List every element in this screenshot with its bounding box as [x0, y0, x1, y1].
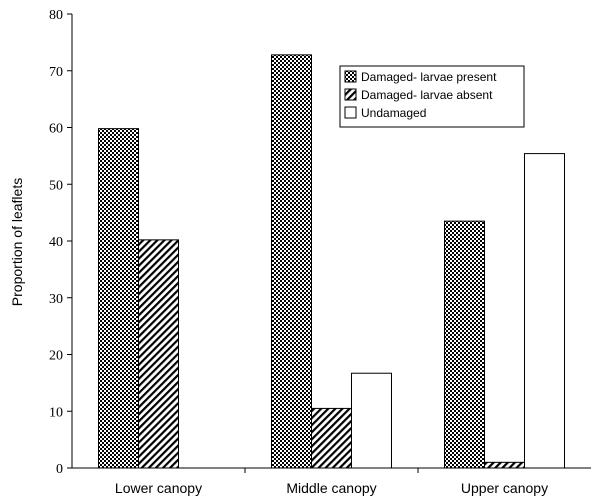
x-tick-label: Lower canopy [115, 480, 202, 496]
bar-diagonal-hatch [311, 407, 352, 469]
legend: Damaged- larvae present Damaged- larvae a… [339, 65, 525, 128]
bar-checkered [444, 220, 485, 469]
legend-swatch-diagonal-hatch [344, 88, 357, 101]
x-axis: Lower canopy Middle canopy Upper canopy [72, 467, 591, 496]
y-tick-label: 30 [49, 292, 63, 307]
legend-label: Damaged- larvae absent [361, 88, 493, 102]
y-axis-title: Proportion of leaflets [9, 178, 25, 306]
y-tick-label: 10 [49, 405, 63, 420]
bar-solid-white [351, 372, 392, 469]
legend-box [339, 65, 525, 128]
y-axis: 0 10 20 30 40 50 60 70 80 [49, 8, 73, 477]
y-tick-label: 50 [49, 178, 63, 193]
x-tick-label: Upper canopy [461, 480, 548, 496]
y-tick-label: 80 [49, 8, 63, 23]
bar-diagonal-hatch [138, 239, 179, 469]
bar-checkered [98, 128, 139, 469]
legend-label: Undamaged [361, 106, 426, 120]
y-tick-label: 40 [49, 235, 63, 250]
bar-solid-white [524, 153, 565, 469]
y-tick-label: 70 [49, 65, 63, 80]
y-tick-label: 0 [56, 462, 63, 477]
y-tick-label: 20 [49, 349, 63, 364]
legend-swatch-solid-white [344, 106, 357, 119]
bar-diagonal-hatch [484, 461, 525, 469]
legend-label: Damaged- larvae present [361, 70, 497, 84]
bar-checkered [271, 54, 312, 469]
y-tick-label: 60 [49, 122, 63, 137]
legend-swatch-checkered [344, 70, 357, 83]
x-tick-label: Middle canopy [286, 480, 376, 496]
